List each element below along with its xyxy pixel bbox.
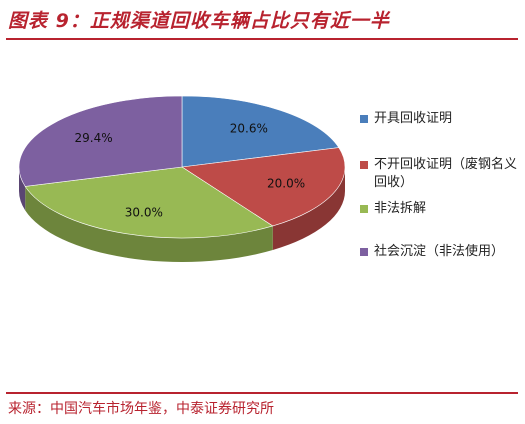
data-label-1: 20.0% (267, 177, 305, 191)
pie-slice-0 (181, 95, 340, 168)
legend-swatch (360, 115, 368, 123)
legend-item-illegal-dismantling: 非法拆解 (360, 200, 520, 218)
slice-side (25, 186, 273, 262)
legend-item-social-retention: 社会沉淀（非法使用） (360, 243, 520, 261)
legend-swatch (360, 161, 368, 169)
legend-swatch (360, 248, 368, 256)
legend-label: 社会沉淀（非法使用） (374, 244, 505, 259)
legend-label: 开具回收证明 (374, 111, 453, 126)
data-label-3: 29.4% (75, 131, 113, 145)
pie-chart: 20.6% 20.0% 30.0% 29.4% (18, 95, 346, 262)
legend-item-no-certificate: 不开回收证明（废钢名义回收） (360, 156, 520, 192)
pie-side-walls (19, 167, 345, 262)
legend-swatch (360, 205, 368, 213)
legend-label: 非法拆解 (374, 201, 427, 216)
legend-label: 不开回收证明（废钢名义回收） (374, 157, 518, 190)
slice-side (272, 167, 345, 250)
pie-slice-2 (24, 166, 274, 239)
legend-item-issued-certificate: 开具回收证明 (360, 110, 520, 128)
pie-slice-1 (181, 147, 346, 227)
footer-divider (6, 392, 518, 394)
data-label-0: 20.6% (230, 121, 268, 135)
title-divider (6, 38, 518, 40)
figure-title: 图表 9：正规渠道回收车辆占比只有近一半 (8, 10, 390, 32)
pie-slice-3 (18, 95, 183, 187)
slice-side (19, 167, 26, 211)
source-note: 来源：中国汽车市场年鉴，中泰证券研究所 (8, 401, 274, 417)
data-label-2: 30.0% (125, 205, 163, 219)
